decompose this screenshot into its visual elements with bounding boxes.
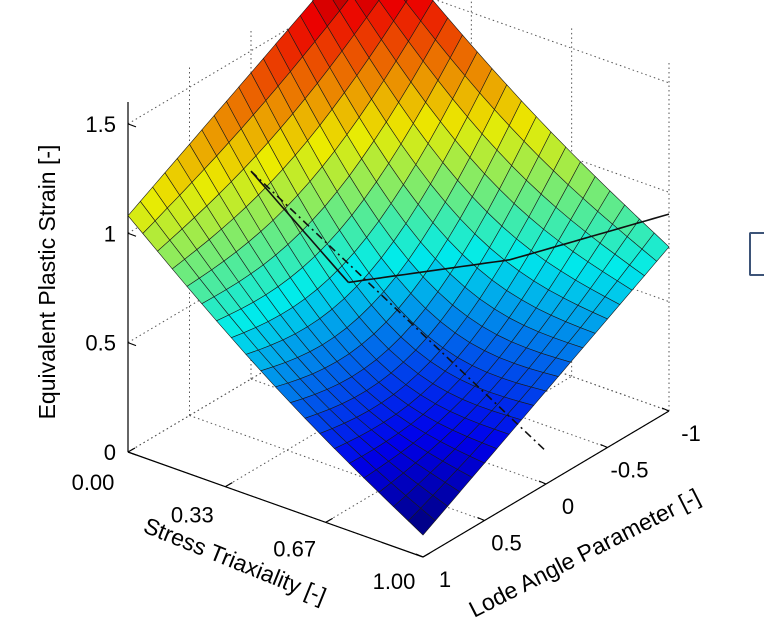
y-tick-mark [477, 516, 485, 522]
z-tick-label: 0.5 [85, 331, 116, 356]
y-tick-label: -0.5 [611, 458, 649, 483]
x-tick-mark [422, 552, 431, 558]
z-tick-mark [127, 232, 137, 237]
x-tick-mark [127, 447, 136, 453]
x-tick-label: 0.67 [273, 536, 316, 561]
surface-mesh [127, 0, 670, 536]
surface-cell [407, 507, 436, 536]
cropped-box-edge [749, 232, 764, 276]
z-tick-label: 0 [104, 440, 116, 465]
fracture-curves [250, 170, 670, 452]
x-tick-mark [325, 517, 333, 523]
x-tick-mark [225, 482, 233, 488]
z-tick-mark [127, 342, 137, 347]
z-tick-label: 1 [104, 221, 116, 246]
y-tick-mark [538, 480, 547, 485]
dashdot-curve [250, 170, 547, 452]
x-tick-label: 0.00 [72, 470, 115, 495]
y-tick-label: 1 [439, 567, 451, 592]
fracture-locus-curve [250, 170, 350, 283]
tick-labels: 0 0.5 1 1.5 0.00 0.33 0.67 1.00 1 0.5 0 -0.5 -1 [72, 112, 701, 594]
z-axis-label: Equivalent Plastic Strain [-] [34, 145, 60, 420]
y-tick-mark [415, 553, 424, 558]
x-tick-label: 0.33 [171, 503, 214, 528]
y-tick-mark [661, 407, 670, 412]
y-tick-label: 0.5 [491, 531, 522, 556]
fracture-locus-curve [348, 213, 670, 284]
y-tick-mark [600, 443, 608, 449]
axis-line [127, 451, 424, 558]
y-tick-label: 0 [562, 494, 574, 519]
y-tick-label: -1 [681, 421, 701, 446]
z-tick-mark [127, 123, 137, 128]
z-tick-mark [127, 451, 137, 456]
x-tick-label: 1.00 [373, 569, 416, 594]
z-tick-label: 1.5 [85, 112, 116, 137]
